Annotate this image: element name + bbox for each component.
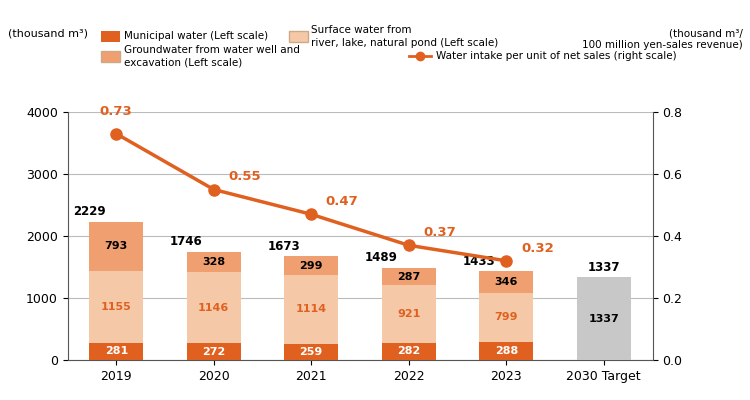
- Text: 282: 282: [398, 346, 420, 356]
- Text: (thousand m³/
100 million yen-sales revenue): (thousand m³/ 100 million yen-sales reve…: [582, 28, 742, 50]
- Text: 1433: 1433: [463, 255, 495, 268]
- Bar: [284, 256, 338, 275]
- Text: 1146: 1146: [198, 303, 230, 313]
- Bar: [187, 252, 241, 272]
- Bar: [479, 271, 533, 293]
- Text: Water intake per unit of net sales (right scale): Water intake per unit of net sales (righ…: [436, 51, 677, 61]
- Text: 1114: 1114: [296, 304, 327, 314]
- Text: 921: 921: [397, 309, 421, 319]
- Bar: [187, 343, 241, 360]
- Text: Groundwater from water well and
excavation (Left scale): Groundwater from water well and excavati…: [124, 45, 299, 68]
- Text: 328: 328: [202, 257, 225, 267]
- Text: Municipal water (Left scale): Municipal water (Left scale): [124, 31, 268, 41]
- Text: 793: 793: [104, 241, 128, 251]
- Text: 272: 272: [202, 346, 225, 356]
- Bar: [89, 271, 143, 342]
- Text: 1489: 1489: [365, 251, 398, 264]
- Text: Surface water from
river, lake, natural pond (Left scale): Surface water from river, lake, natural …: [311, 25, 499, 48]
- Text: 1746: 1746: [170, 235, 202, 248]
- Text: 281: 281: [104, 346, 128, 356]
- Text: 1155: 1155: [100, 302, 132, 312]
- Text: 0.32: 0.32: [520, 242, 554, 254]
- Text: 799: 799: [494, 312, 518, 322]
- Text: 0.55: 0.55: [228, 170, 261, 183]
- Bar: [89, 342, 143, 360]
- Text: 0.73: 0.73: [100, 105, 133, 118]
- Bar: [89, 222, 143, 271]
- Bar: [577, 277, 631, 360]
- Text: 1337: 1337: [588, 314, 620, 324]
- FancyBboxPatch shape: [101, 31, 120, 42]
- Text: 0.47: 0.47: [326, 195, 358, 208]
- Bar: [284, 344, 338, 360]
- Bar: [479, 293, 533, 342]
- Bar: [187, 272, 241, 343]
- Text: 1337: 1337: [587, 261, 620, 274]
- FancyBboxPatch shape: [101, 51, 120, 62]
- Text: 287: 287: [398, 272, 420, 282]
- Bar: [382, 342, 436, 360]
- Text: (thousand m³): (thousand m³): [8, 28, 88, 38]
- Text: 0.37: 0.37: [423, 226, 456, 239]
- Bar: [382, 286, 436, 342]
- Bar: [479, 342, 533, 360]
- Text: 288: 288: [495, 346, 517, 356]
- FancyBboxPatch shape: [289, 31, 308, 42]
- Bar: [284, 275, 338, 344]
- Text: 1673: 1673: [268, 240, 300, 253]
- Text: 259: 259: [299, 347, 322, 357]
- Text: 2229: 2229: [73, 205, 105, 218]
- Bar: [382, 268, 436, 286]
- Text: 346: 346: [494, 277, 518, 287]
- Text: 299: 299: [299, 261, 323, 271]
